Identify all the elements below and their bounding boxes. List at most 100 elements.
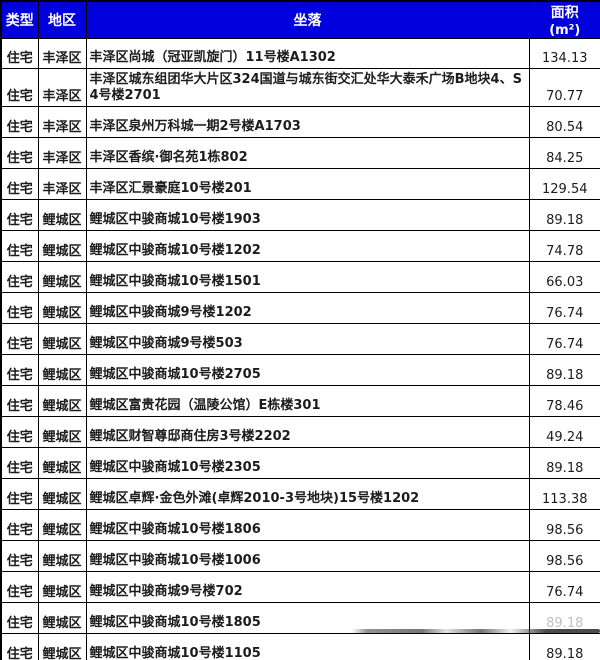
cell-type: 住宅 [0,571,39,603]
table-row: 住宅 鲤城区 鲤城区中骏商城10号楼1903 89.18 [0,199,600,231]
cell-area: 76.74 [528,292,600,324]
cell-area: 129.54 [528,168,600,200]
cell-area: 98.56 [528,509,600,541]
table-row: 住宅 鲤城区 鲤城区中骏商城10号楼1006 98.56 [0,540,600,572]
cell-location: 丰泽区汇景豪庭10号楼201 [85,168,530,200]
cell-type: 住宅 [0,68,39,107]
cell-area: 89.18 [528,199,600,231]
cell-location: 丰泽区尚城（冠亚凯旋门）11号楼A1302 [85,38,530,69]
table-row: 住宅 鲤城区 鲤城区中骏商城10号楼1501 66.03 [0,261,600,293]
cell-area: 66.03 [528,261,600,293]
cell-type: 住宅 [0,416,39,448]
cell-district: 鲤城区 [37,385,87,417]
cell-type: 住宅 [0,602,39,634]
col-header-type: 类型 [0,0,39,39]
cell-location: 鲤城区中骏商城10号楼1202 [85,230,530,262]
cell-type: 住宅 [0,230,39,262]
table-row: 住宅 鲤城区 鲤城区中骏商城9号楼503 76.74 [0,323,600,355]
cell-location: 鲤城区中骏商城10号楼1806 [85,509,530,541]
cell-district: 丰泽区 [37,137,87,169]
cell-area: 89.18 [528,447,600,479]
cell-area: 89.18 [528,354,600,386]
cell-type: 住宅 [0,199,39,231]
cell-area: 76.74 [528,323,600,355]
table-row: 住宅 鲤城区 鲤城区中骏商城10号楼2705 89.18 [0,354,600,386]
cell-location: 鲤城区卓辉·金色外滩(卓辉2010-3号地块)15号楼1202 [85,478,530,510]
cell-type: 住宅 [0,509,39,541]
table-row: 住宅 鲤城区 鲤城区财智尊邸商住房3号楼2202 49.24 [0,416,600,448]
cell-location: 丰泽区香缤·御名苑1栋802 [85,137,530,169]
table-row: 住宅 丰泽区 丰泽区泉州万科城一期2号楼A1703 80.54 [0,106,600,138]
area-header-line2: (m²) [549,23,581,38]
cell-type: 住宅 [0,478,39,510]
cell-type: 住宅 [0,137,39,169]
cell-type: 住宅 [0,323,39,355]
cell-location: 鲤城区财智尊邸商住房3号楼2202 [85,416,530,448]
cell-district: 鲤城区 [37,416,87,448]
table-row: 住宅 鲤城区 鲤城区中骏商城10号楼1805 89.18 [0,602,600,634]
cell-type: 住宅 [0,261,39,293]
cell-district: 鲤城区 [37,292,87,324]
cell-district: 丰泽区 [37,68,87,107]
cell-location: 鲤城区中骏商城10号楼1105 [85,633,530,660]
cell-type: 住宅 [0,633,39,660]
header-row: 类型 地区 坐落 面积 (m²) [0,0,600,39]
table-row: 住宅 鲤城区 鲤城区中骏商城9号楼702 76.74 [0,571,600,603]
cell-district: 丰泽区 [37,106,87,138]
cell-location: 鲤城区中骏商城9号楼1202 [85,292,530,324]
table-row: 住宅 丰泽区 丰泽区香缤·御名苑1栋802 84.25 [0,137,600,169]
area-header-line1: 面积 [550,5,579,21]
cell-district: 鲤城区 [37,571,87,603]
cell-area: 89.18 [528,633,600,660]
cell-location: 鲤城区中骏商城10号楼1903 [85,199,530,231]
cell-area: 76.74 [528,571,600,603]
cell-type: 住宅 [0,385,39,417]
cell-district: 鲤城区 [37,540,87,572]
cell-type: 住宅 [0,354,39,386]
cell-location: 鲤城区中骏商城10号楼1006 [85,540,530,572]
cell-district: 丰泽区 [37,38,87,69]
cell-area: 113.38 [528,478,600,510]
table-row: 住宅 鲤城区 鲤城区中骏商城10号楼1806 98.56 [0,509,600,541]
table-row: 住宅 鲤城区 鲤城区中骏商城10号楼1105 89.18 [0,633,600,660]
cell-location: 鲤城区中骏商城9号楼702 [85,571,530,603]
cell-type: 住宅 [0,168,39,200]
cell-district: 鲤城区 [37,478,87,510]
cell-district: 鲤城区 [37,602,87,634]
cell-location: 鲤城区富贵花园（温陵公馆）E栋楼301 [85,385,530,417]
cell-district: 丰泽区 [37,168,87,200]
cell-area: 74.78 [528,230,600,262]
col-header-district: 地区 [37,0,87,39]
cell-district: 鲤城区 [37,354,87,386]
cell-area: 78.46 [528,385,600,417]
cell-location: 鲤城区中骏商城10号楼1805 [85,602,530,634]
table-row: 住宅 丰泽区 丰泽区尚城（冠亚凯旋门）11号楼A1302 134.13 [0,38,600,69]
cell-district: 鲤城区 [37,633,87,660]
cell-area: 49.24 [528,416,600,448]
cell-area: 98.56 [528,540,600,572]
cell-area: 89.18 [528,602,600,634]
cell-type: 住宅 [0,540,39,572]
cell-location: 鲤城区中骏商城10号楼1501 [85,261,530,293]
col-header-location: 坐落 [85,0,530,39]
table-row: 住宅 丰泽区 丰泽区汇景豪庭10号楼201 129.54 [0,168,600,200]
cell-type: 住宅 [0,38,39,69]
table-row: 住宅 鲤城区 鲤城区中骏商城10号楼2305 89.18 [0,447,600,479]
table-row: 住宅 鲤城区 鲤城区卓辉·金色外滩(卓辉2010-3号地块)15号楼1202 1… [0,478,600,510]
cell-type: 住宅 [0,106,39,138]
cell-area: 80.54 [528,106,600,138]
col-header-area: 面积 (m²) [528,0,600,39]
cell-location: 鲤城区中骏商城10号楼2705 [85,354,530,386]
cell-district: 鲤城区 [37,323,87,355]
cell-district: 鲤城区 [37,230,87,262]
cell-district: 鲤城区 [37,509,87,541]
cell-location: 丰泽区城东组团华大片区324国道与城东街交汇处华大泰禾广场B地块4、S4号楼27… [85,68,530,107]
cell-district: 鲤城区 [37,447,87,479]
table-row: 住宅 鲤城区 鲤城区中骏商城9号楼1202 76.74 [0,292,600,324]
cell-district: 鲤城区 [37,261,87,293]
cell-district: 鲤城区 [37,199,87,231]
table-row: 住宅 鲤城区 鲤城区富贵花园（温陵公馆）E栋楼301 78.46 [0,385,600,417]
cell-location: 鲤城区中骏商城9号楼503 [85,323,530,355]
